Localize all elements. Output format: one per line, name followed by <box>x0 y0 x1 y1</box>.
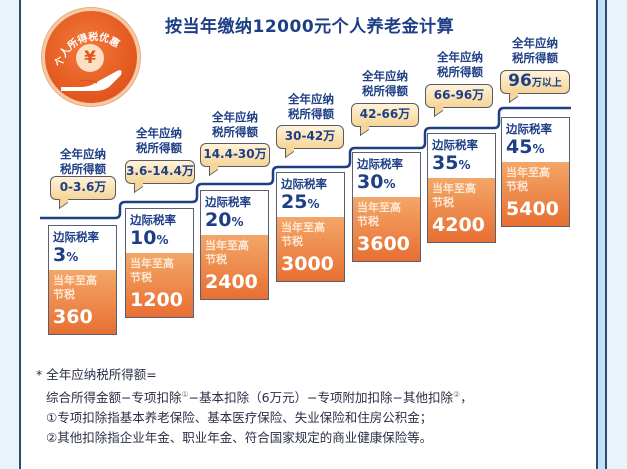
tax-bracket-card: 边际税率 45% 当年至高节税 5400 <box>501 117 570 227</box>
page-edge-stripe <box>598 0 607 469</box>
tax-bracket-card: 边际税率 20% 当年至高节税 2400 <box>200 190 269 300</box>
column-label: 全年应纳 税所得额 <box>288 92 334 121</box>
marginal-rate: 30% <box>357 171 396 193</box>
income-range-bubble: 96万以上 <box>500 70 570 94</box>
marginal-rate: 35% <box>432 152 471 174</box>
formula-body: 综合所得金额−专项扣除①−基本扣除（6万元）−专项附加扣除−其他扣除②， <box>46 390 473 406</box>
column-label: 全年应纳 税所得额 <box>60 147 106 176</box>
income-range-bubble: 14.4-30万 <box>200 143 270 167</box>
max-tax-saving: 4200 <box>432 214 485 236</box>
income-range-bubble: 66-96万 <box>425 84 493 108</box>
column-label: 全年应纳 税所得额 <box>136 126 182 155</box>
column-label: 全年应纳 税所得额 <box>362 69 408 98</box>
max-tax-saving: 3600 <box>357 233 410 255</box>
max-tax-saving: 360 <box>53 306 93 328</box>
footnotes: * 全年应纳税所得额= 综合所得金额−专项扣除①−基本扣除（6万元）−专项附加扣… <box>36 365 473 448</box>
income-range-bubble: 30-42万 <box>276 125 344 149</box>
tax-benefit-badge: 个人所得税优惠 ¥ <box>42 8 140 106</box>
max-tax-saving: 2400 <box>205 271 258 293</box>
marginal-rate: 3% <box>53 244 79 266</box>
formula-heading: * 全年应纳税所得额= <box>36 367 157 382</box>
marginal-rate: 10% <box>130 227 169 249</box>
column-label: 全年应纳 税所得额 <box>512 36 558 65</box>
tax-bracket-card: 边际税率 25% 当年至高节税 3000 <box>276 172 345 282</box>
marginal-rate: 25% <box>281 191 320 213</box>
footnote-2: ②其他扣除指企业年金、职业年金、符合国家规定的商业健康保险等。 <box>46 430 433 446</box>
max-tax-saving: 5400 <box>506 198 559 220</box>
tax-bracket-card: 边际税率 35% 当年至高节税 4200 <box>427 133 496 243</box>
max-tax-saving: 1200 <box>130 289 183 311</box>
income-range-bubble: 3.6-14.4万 <box>125 160 195 184</box>
column-label: 全年应纳 税所得额 <box>212 110 258 139</box>
page-title: 按当年缴纳12000元个人养老金计算 <box>165 17 455 37</box>
yuan-coin-icon: ¥ <box>76 44 104 72</box>
max-tax-saving: 3000 <box>281 253 334 275</box>
income-range-bubble: 0-3.6万 <box>50 176 116 200</box>
hand-icon <box>61 70 122 91</box>
marginal-rate: 20% <box>205 209 244 231</box>
tax-bracket-card: 边际税率 30% 当年至高节税 3600 <box>352 152 421 262</box>
income-range-bubble: 42-66万 <box>351 103 419 127</box>
tax-bracket-card: 边际税率 10% 当年至高节税 1200 <box>125 208 194 318</box>
column-label: 全年应纳 税所得额 <box>437 50 483 79</box>
tax-bracket-card: 边际税率 3% 当年至高节税 360 <box>48 225 117 335</box>
marginal-rate: 45% <box>506 136 545 158</box>
footnote-1: ①专项扣除指基本养老保险、基本医疗保险、失业保险和住房公积金； <box>46 410 433 426</box>
